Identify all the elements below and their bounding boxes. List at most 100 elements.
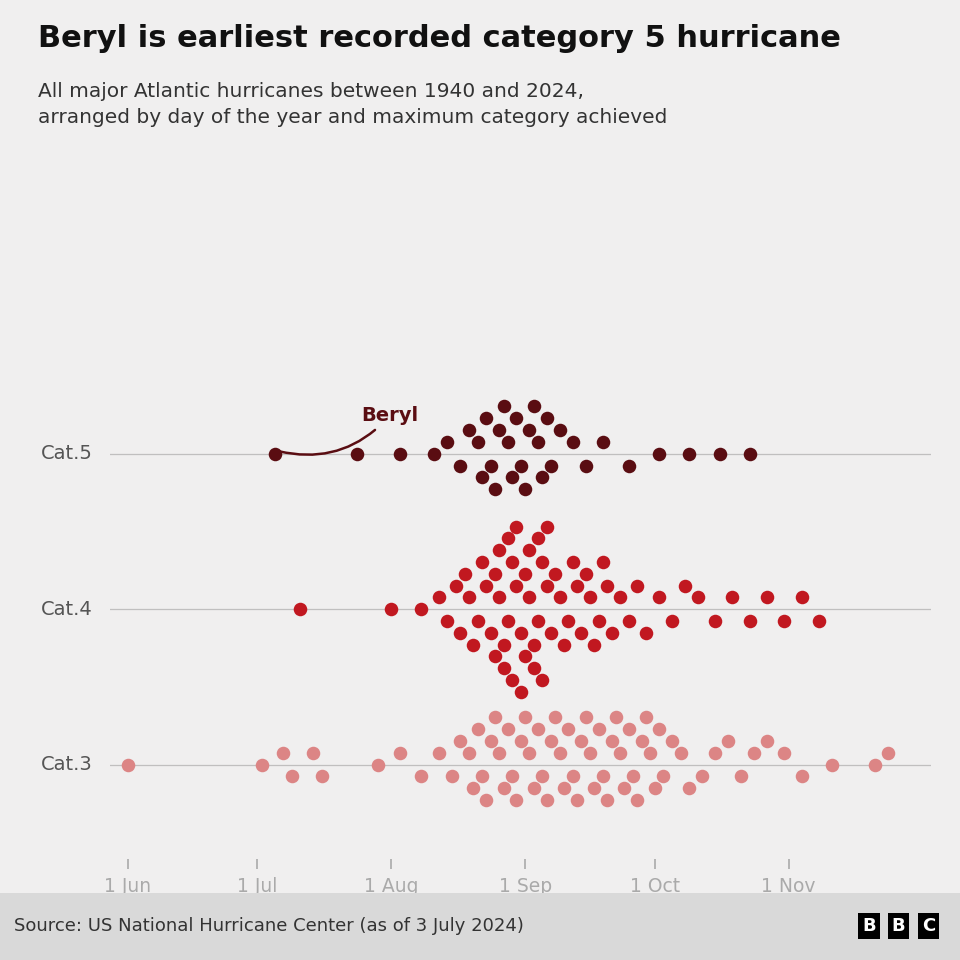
Point <box>582 745 597 760</box>
Text: Cat.5: Cat.5 <box>41 444 93 464</box>
Point <box>599 792 614 807</box>
Point <box>811 613 827 629</box>
Point <box>383 602 398 617</box>
Point <box>638 709 654 725</box>
Point <box>759 733 775 749</box>
Point <box>276 745 291 760</box>
Point <box>587 780 602 796</box>
Point <box>616 780 632 796</box>
Point <box>535 672 550 687</box>
Point <box>552 589 567 605</box>
Point <box>414 602 429 617</box>
Point <box>517 482 533 497</box>
Point <box>733 769 749 784</box>
Point <box>682 446 697 462</box>
Point <box>824 756 839 772</box>
Point <box>595 554 611 569</box>
Point <box>552 745 567 760</box>
Point <box>556 780 571 796</box>
Point <box>431 589 446 605</box>
Point <box>448 578 464 593</box>
Point <box>604 625 619 640</box>
Point <box>530 434 545 449</box>
Point <box>651 446 666 462</box>
Point <box>440 613 455 629</box>
Point <box>638 625 654 640</box>
Point <box>483 625 498 640</box>
Point <box>466 636 481 652</box>
Point <box>599 578 614 593</box>
Point <box>621 722 636 737</box>
Point <box>349 446 365 462</box>
Point <box>487 709 502 725</box>
Point <box>777 745 792 760</box>
Point <box>590 722 606 737</box>
Point <box>530 722 545 737</box>
Point <box>708 745 723 760</box>
Point <box>474 469 490 485</box>
Point <box>794 589 809 605</box>
Point <box>461 589 476 605</box>
Text: B: B <box>892 918 905 935</box>
Point <box>634 733 649 749</box>
Point <box>509 411 524 426</box>
Point <box>651 722 666 737</box>
Point <box>521 422 537 438</box>
Point <box>505 554 520 569</box>
Point <box>561 722 576 737</box>
Point <box>651 589 666 605</box>
Point <box>457 566 472 582</box>
Point <box>621 458 636 473</box>
Point <box>392 745 407 760</box>
Point <box>569 792 585 807</box>
Point <box>630 578 645 593</box>
Point <box>492 589 507 605</box>
Point <box>469 722 485 737</box>
Point <box>452 458 468 473</box>
Point <box>500 722 516 737</box>
Point <box>604 733 619 749</box>
Text: Cat.4: Cat.4 <box>41 600 93 618</box>
Point <box>595 434 611 449</box>
Point <box>461 745 476 760</box>
Point <box>694 769 709 784</box>
Point <box>509 518 524 534</box>
Point <box>643 745 659 760</box>
Point <box>509 792 524 807</box>
Point <box>513 733 528 749</box>
Point <box>284 769 300 784</box>
Point <box>535 469 550 485</box>
Point <box>867 756 882 772</box>
Point <box>564 434 580 449</box>
Point <box>414 769 429 784</box>
Point <box>535 769 550 784</box>
Point <box>267 446 282 462</box>
Point <box>500 434 516 449</box>
Point <box>505 769 520 784</box>
Point <box>487 649 502 664</box>
Point <box>543 625 559 640</box>
Point <box>495 398 511 414</box>
Point <box>495 660 511 676</box>
Point <box>478 578 493 593</box>
Point <box>483 733 498 749</box>
Point <box>543 733 559 749</box>
Point <box>513 684 528 700</box>
Point <box>469 613 485 629</box>
Point <box>552 422 567 438</box>
Point <box>626 769 641 784</box>
Point <box>673 745 688 760</box>
Point <box>612 745 628 760</box>
Point <box>711 446 727 462</box>
Point <box>535 554 550 569</box>
Text: C: C <box>922 918 935 935</box>
Point <box>539 792 554 807</box>
Point <box>880 745 896 760</box>
Point <box>708 613 723 629</box>
Point <box>621 613 636 629</box>
Point <box>564 554 580 569</box>
Point <box>539 578 554 593</box>
Point <box>561 613 576 629</box>
Point <box>478 411 493 426</box>
Point <box>595 769 611 784</box>
